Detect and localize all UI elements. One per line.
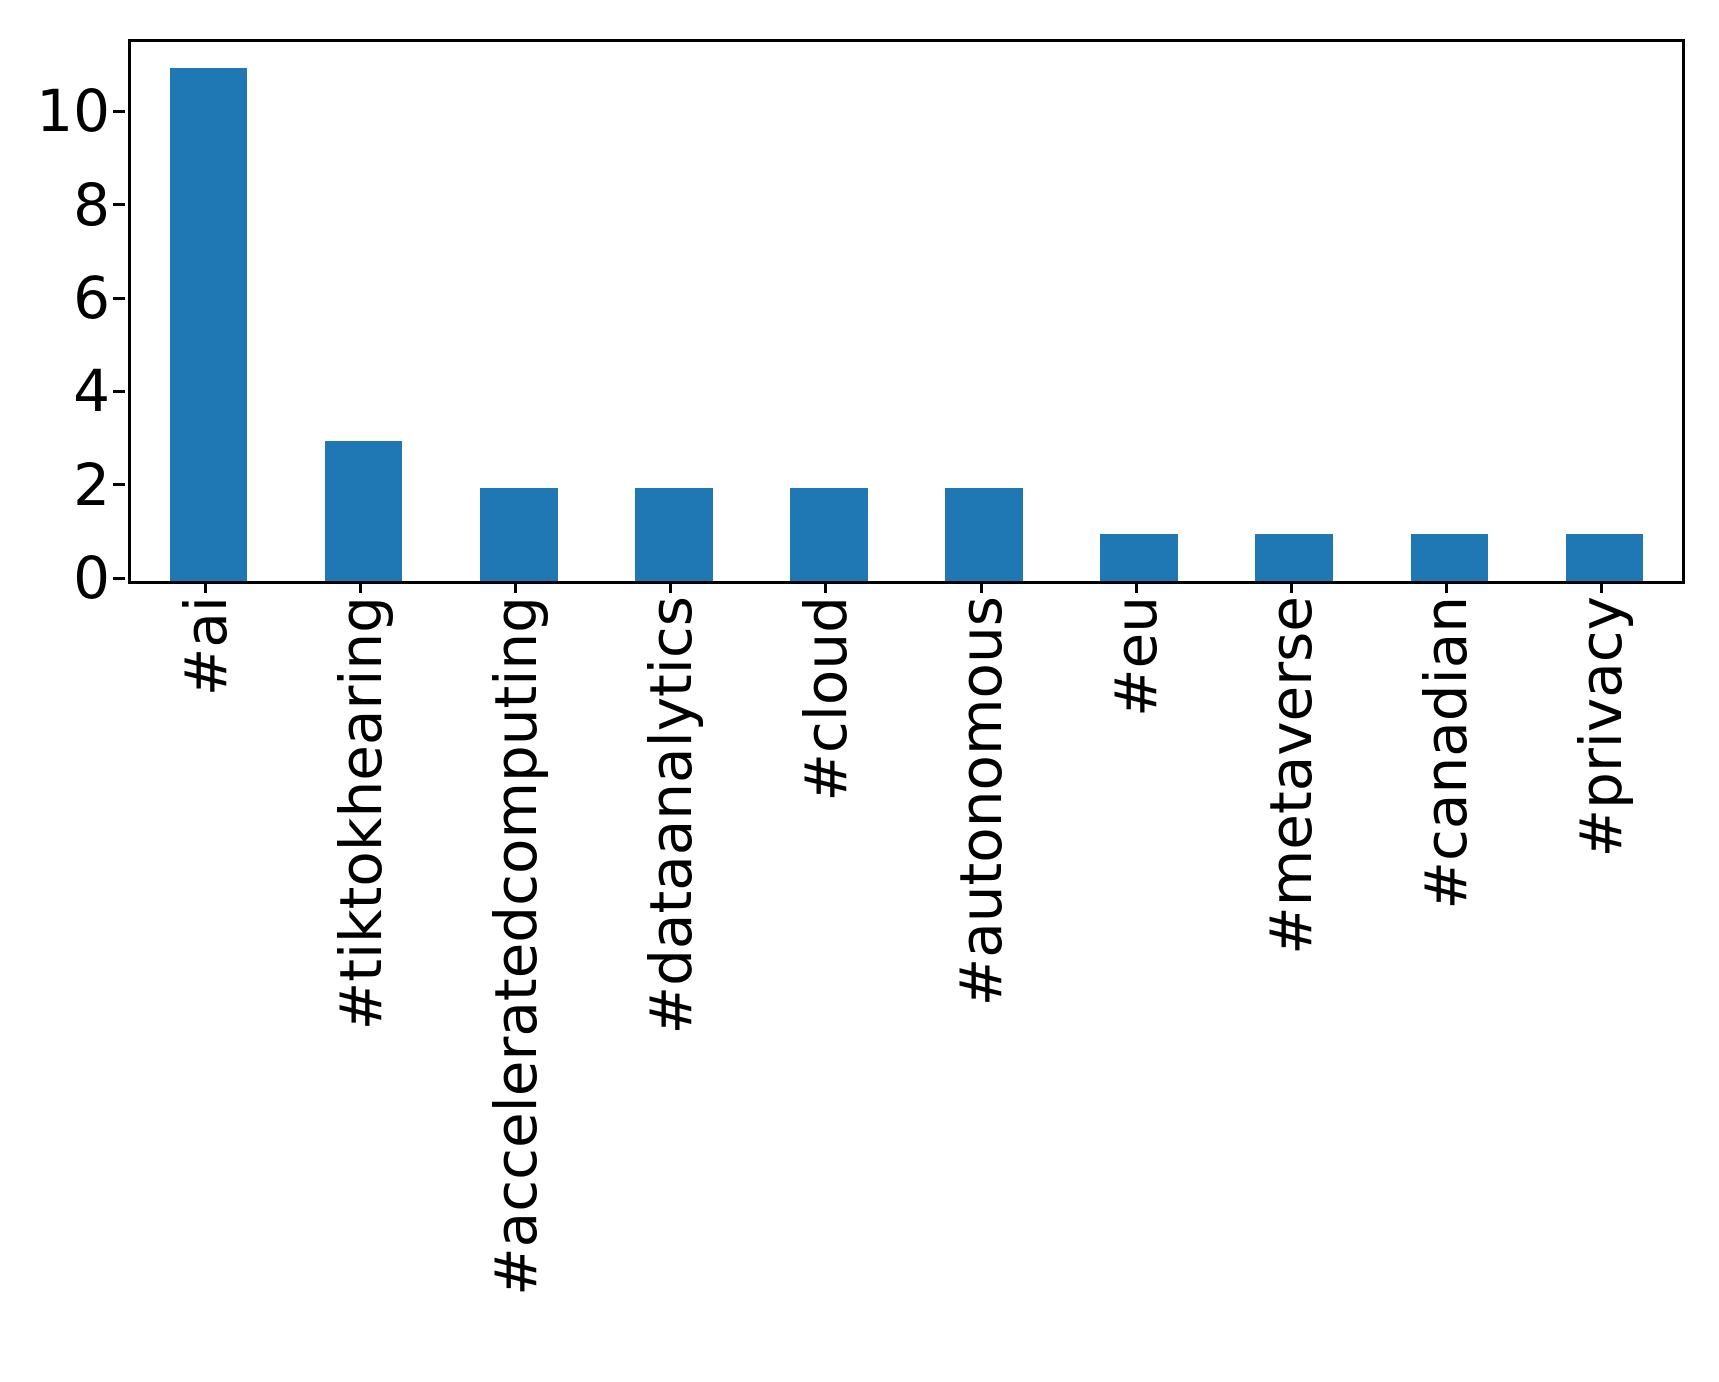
y-tick-mark bbox=[113, 203, 125, 207]
bar bbox=[635, 487, 713, 581]
y-tick-mark bbox=[113, 109, 125, 113]
x-tick-label: #privacy bbox=[1567, 596, 1636, 858]
x-tick-mark bbox=[514, 581, 518, 593]
x-tick-mark bbox=[1289, 581, 1293, 593]
x-tick-mark bbox=[359, 581, 363, 593]
y-tick-mark bbox=[113, 483, 125, 487]
x-tick-label: #dataanalytics bbox=[636, 596, 705, 1035]
y-tick-label: 8 bbox=[73, 170, 110, 239]
x-tick-label: #canadian bbox=[1412, 596, 1481, 910]
y-tick-label: 0 bbox=[73, 544, 110, 612]
bar bbox=[169, 67, 248, 581]
x-tick-mark bbox=[204, 581, 208, 593]
x-tick-mark bbox=[1134, 581, 1138, 593]
bar bbox=[324, 441, 403, 581]
x-tick-label: #eu bbox=[1102, 596, 1171, 718]
x-tick-mark bbox=[979, 581, 983, 593]
bar bbox=[1410, 534, 1489, 581]
bar bbox=[1255, 534, 1334, 581]
y-tick-mark bbox=[113, 296, 125, 300]
y-tick-label: 2 bbox=[73, 450, 110, 519]
bar bbox=[1100, 534, 1178, 581]
x-tick-label: #autonomous bbox=[947, 596, 1016, 1007]
x-tick-label: #cloud bbox=[791, 596, 860, 802]
bar bbox=[479, 487, 558, 581]
x-tick-label: #metaverse bbox=[1257, 596, 1326, 955]
y-tick-mark bbox=[113, 389, 125, 393]
bar bbox=[790, 487, 868, 581]
x-tick-label: #ai bbox=[171, 596, 240, 697]
plot-area bbox=[128, 39, 1685, 584]
x-tick-mark bbox=[669, 581, 673, 593]
y-tick-label: 4 bbox=[73, 357, 110, 426]
x-tick-mark bbox=[824, 581, 828, 593]
bar bbox=[1565, 534, 1644, 581]
x-tick-mark bbox=[1444, 581, 1448, 593]
bar bbox=[945, 487, 1023, 581]
x-tick-mark bbox=[1599, 581, 1603, 593]
x-tick-label: #acceleratedcomputing bbox=[481, 596, 550, 1296]
y-tick-mark bbox=[113, 576, 125, 580]
x-tick-label: #tiktokhearing bbox=[326, 596, 395, 1031]
y-tick-label: 6 bbox=[73, 264, 110, 332]
y-tick-label: 10 bbox=[36, 77, 110, 146]
